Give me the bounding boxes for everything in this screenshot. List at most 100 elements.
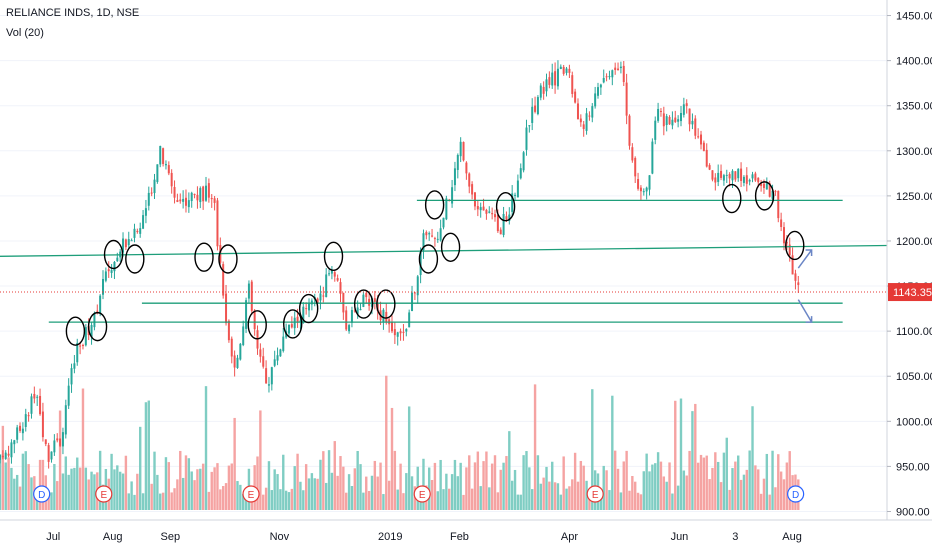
volume-bar	[734, 461, 737, 510]
volume-bar	[302, 490, 305, 510]
volume-bar	[608, 490, 611, 510]
candle-body	[737, 168, 740, 179]
earnings-marker[interactable]: E	[242, 485, 260, 503]
candle-body	[476, 206, 479, 210]
candle-body	[688, 108, 691, 125]
candle-body	[67, 385, 70, 406]
candle-body	[674, 117, 677, 123]
candle-body	[339, 282, 342, 294]
candle-body	[236, 357, 239, 368]
candle-body	[159, 146, 162, 165]
volume-bar	[147, 400, 150, 510]
candle-body	[336, 278, 339, 281]
drawn-circle	[785, 230, 805, 261]
price-tick-label: 1350.00	[896, 101, 932, 113]
volume-bar	[259, 410, 262, 510]
price-tick-label: 1000.00	[896, 416, 932, 428]
volume-bar	[356, 450, 359, 510]
candle-body	[528, 125, 531, 127]
candle-body	[411, 292, 414, 312]
candle-body	[531, 106, 534, 123]
dividend-marker[interactable]: D	[787, 485, 805, 503]
candle-body	[353, 310, 356, 312]
dividend-marker[interactable]: D	[33, 485, 51, 503]
candle-body	[785, 242, 788, 244]
candle-body	[422, 233, 425, 251]
volume-bar	[330, 472, 334, 510]
volume-bar	[293, 466, 296, 510]
candle-body	[725, 174, 728, 176]
volume-bar	[56, 481, 59, 510]
candle-body	[534, 105, 537, 112]
volume-bar	[382, 494, 385, 510]
candle-body	[385, 311, 388, 322]
volume-bar	[450, 474, 454, 510]
volume-bar	[771, 450, 774, 510]
time-tick-label: Apr	[561, 531, 578, 543]
candle-body	[482, 206, 485, 211]
candle-body	[328, 273, 331, 275]
volume-bar	[393, 450, 397, 510]
volume-bar	[774, 487, 777, 510]
earnings-marker[interactable]: E	[95, 485, 113, 503]
candle-body	[262, 356, 265, 367]
candle-body	[96, 310, 99, 312]
candle-body	[694, 118, 697, 136]
candle-body	[205, 185, 208, 201]
candle-body	[562, 66, 565, 74]
candle-body	[568, 68, 571, 73]
volume-bar	[513, 469, 517, 510]
candle-body	[176, 200, 179, 202]
earnings-marker[interactable]: E	[413, 485, 431, 503]
price-tick-label: 1100.00	[896, 326, 932, 338]
volume-bar	[410, 476, 414, 510]
candle-body	[239, 343, 242, 360]
candle-body	[247, 283, 250, 299]
volume-bar	[282, 454, 285, 510]
volume-bar	[390, 407, 394, 510]
candle-body	[468, 173, 471, 187]
candle-body	[233, 355, 236, 368]
candle-body	[393, 329, 396, 336]
volume-bar	[190, 471, 193, 510]
candle-body	[465, 162, 468, 174]
volume-bar	[605, 470, 608, 510]
earnings-marker[interactable]: E	[586, 485, 604, 503]
volume-bar	[636, 492, 640, 510]
volume-bar	[599, 491, 603, 510]
candle-body	[451, 187, 454, 204]
symbol-legend[interactable]: RELIANCE INDS, 1D, NSE	[6, 7, 140, 19]
candle-body	[654, 120, 657, 140]
candle-body	[213, 198, 216, 203]
volume-indicator-legend[interactable]: Vol (20)	[6, 27, 44, 39]
user-drawings[interactable]	[0, 181, 888, 346]
candle-body	[36, 396, 39, 398]
candle-body	[350, 310, 353, 323]
volume-bar	[588, 491, 591, 510]
candle-body	[227, 320, 230, 341]
candle-body	[622, 65, 625, 83]
candle-body	[757, 177, 760, 183]
candle-body	[585, 113, 588, 131]
volume-bar	[353, 468, 356, 510]
candle-body	[0, 455, 1, 460]
volume-bar	[516, 494, 520, 510]
price-axis[interactable]: 900.00950.001000.001050.001100.001150.00…	[886, 0, 932, 520]
time-axis[interactable]: Jul Aug Sep Nov 2019 Feb Apr Jun 3 Aug	[0, 519, 932, 543]
volume-bar	[58, 410, 62, 510]
volume-bar	[173, 488, 176, 510]
drawn-circle	[218, 244, 238, 274]
candle-body	[708, 165, 711, 170]
volume-bar	[267, 461, 271, 510]
candle-body	[310, 300, 313, 305]
candle-body	[442, 217, 445, 228]
candle-body	[774, 191, 777, 193]
drawn-circle	[247, 310, 267, 340]
candle-body	[245, 300, 248, 329]
drawn-circle	[376, 289, 396, 319]
candle-body	[479, 207, 482, 211]
time-tick-label: Sep	[161, 531, 181, 543]
last-price-label: 1143.35	[893, 287, 932, 299]
